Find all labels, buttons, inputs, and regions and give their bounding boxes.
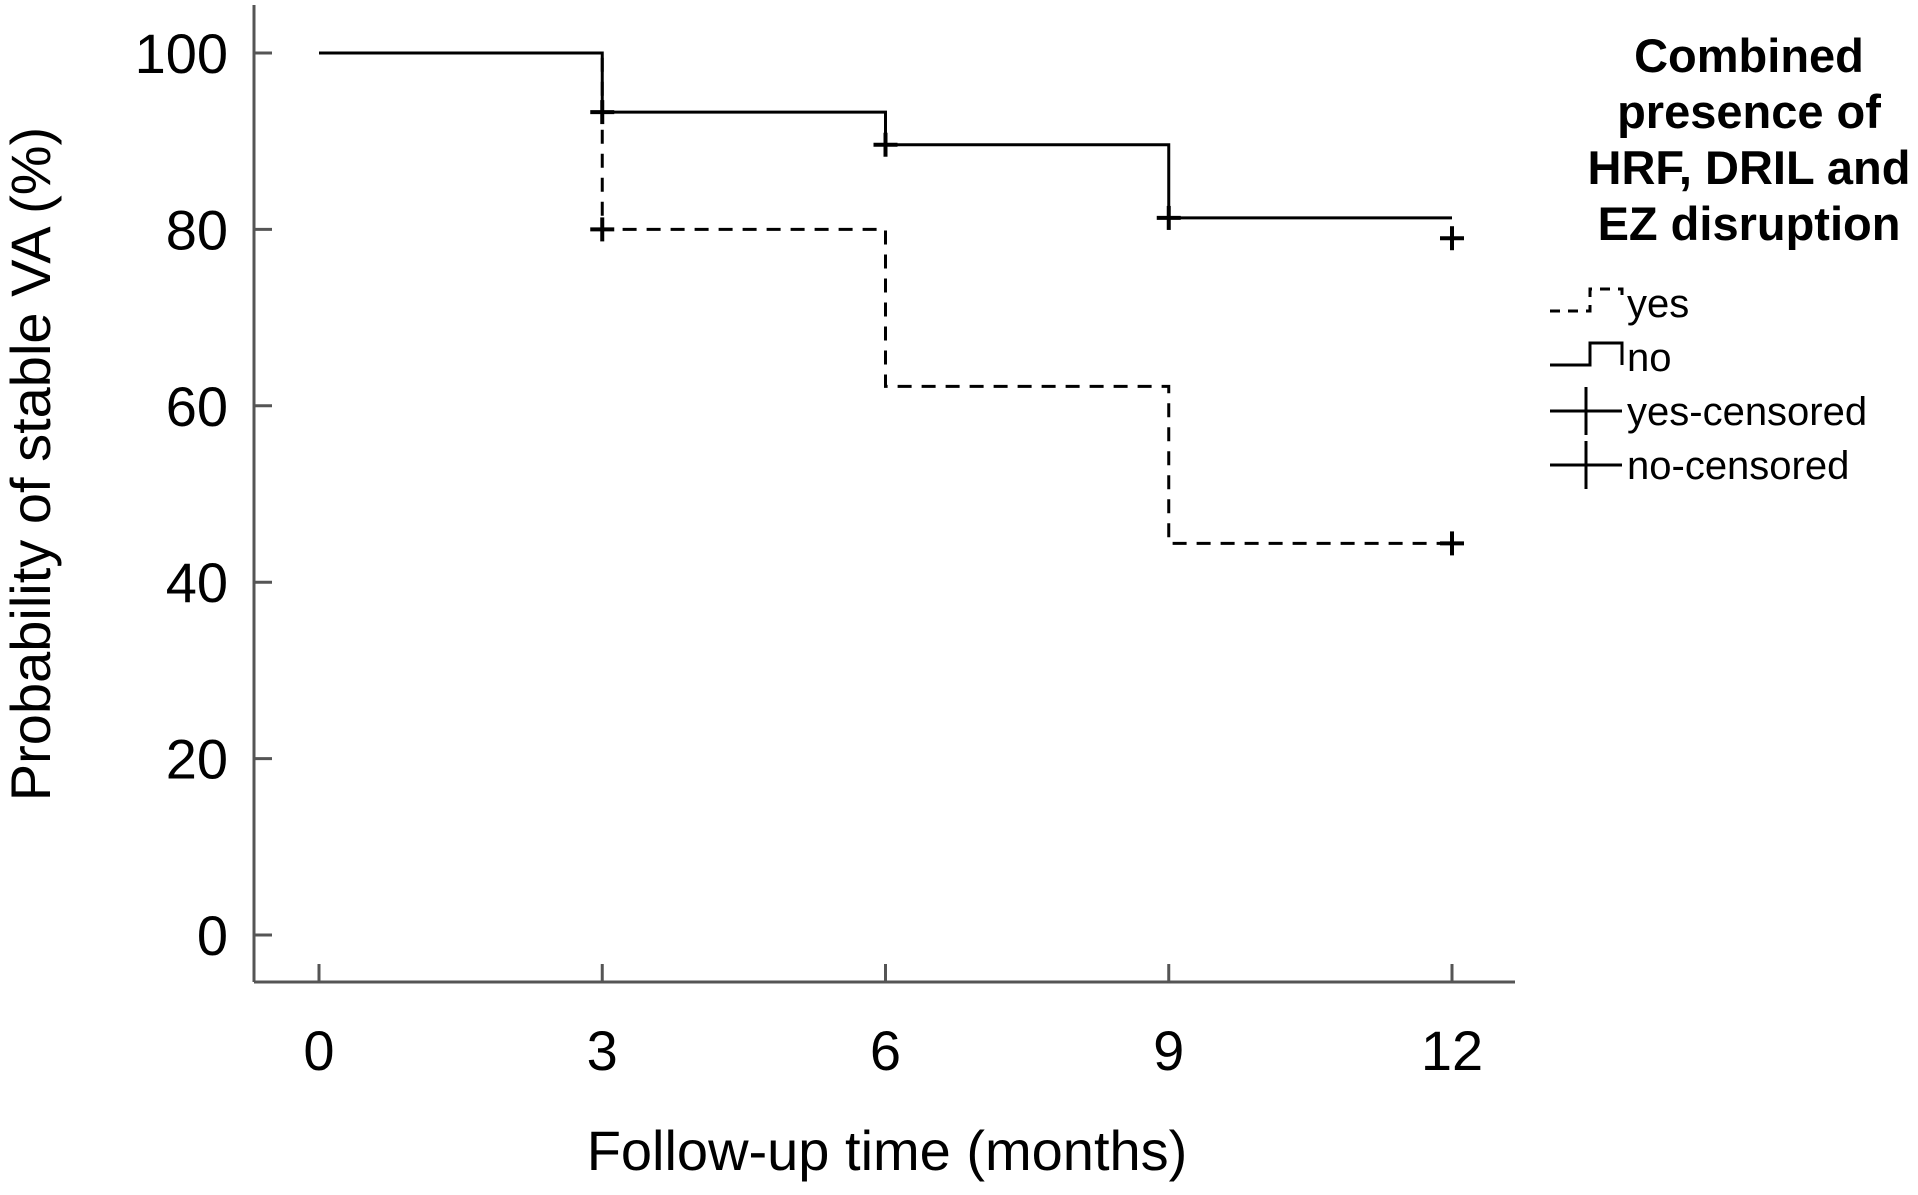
legend-symbol-yes bbox=[1550, 287, 1624, 313]
legend-label-yes: yes bbox=[1627, 282, 1689, 326]
y-tick-label: 0 bbox=[197, 904, 228, 967]
censor-mark-no bbox=[873, 132, 898, 157]
series-layer bbox=[319, 51, 1464, 556]
legend-symbol-no bbox=[1550, 341, 1624, 367]
legend-item-yes-censored: yes-censored bbox=[1550, 387, 1867, 435]
legend-label-no: no bbox=[1627, 336, 1672, 380]
legend-label-yes-censored: yes-censored bbox=[1627, 390, 1867, 434]
legend-title-line: presence of bbox=[1617, 85, 1881, 138]
labels-layer: Follow-up time (months) Probability of s… bbox=[0, 127, 1187, 1182]
censor-mark-no bbox=[1440, 226, 1464, 251]
y-tick-label: 80 bbox=[166, 198, 228, 261]
y-tick-label: 20 bbox=[166, 728, 228, 791]
legend-item-yes: yes bbox=[1550, 282, 1689, 326]
y-tick-label: 100 bbox=[135, 22, 228, 85]
axes: 0 20 40 60 80 100 0 3 6 9 12 bbox=[135, 5, 1515, 1082]
x-tick-label: 12 bbox=[1421, 1019, 1483, 1082]
y-tick-label: 60 bbox=[166, 375, 228, 438]
x-tick-label: 6 bbox=[870, 1019, 901, 1082]
legend-label-no-censored: no-censored bbox=[1627, 444, 1849, 488]
y-tick-label: 40 bbox=[166, 551, 228, 614]
legend-title-line: HRF, DRIL and bbox=[1588, 141, 1911, 194]
censor-mark-no bbox=[1156, 205, 1181, 230]
legend-symbol-no-censored bbox=[1550, 441, 1622, 489]
legend-symbol-yes-censored bbox=[1550, 387, 1622, 435]
legend-title-line: Combined bbox=[1634, 29, 1864, 82]
x-axis-title: Follow-up time (months) bbox=[587, 1119, 1188, 1182]
y-axis-title: Probability of stable VA (%) bbox=[0, 127, 62, 801]
legend-title-line: EZ disruption bbox=[1598, 197, 1901, 250]
censor-mark-yes bbox=[1440, 531, 1464, 556]
legend-item-no-censored: no-censored bbox=[1550, 441, 1849, 489]
x-tick-label: 3 bbox=[587, 1019, 618, 1082]
series-line-yes bbox=[319, 51, 1452, 545]
x-tick-label: 0 bbox=[303, 1019, 334, 1082]
censor-mark-no bbox=[590, 100, 615, 125]
censor-mark-yes bbox=[590, 217, 615, 242]
legend-item-no: no bbox=[1550, 336, 1672, 380]
x-tick-label: 9 bbox=[1153, 1019, 1184, 1082]
